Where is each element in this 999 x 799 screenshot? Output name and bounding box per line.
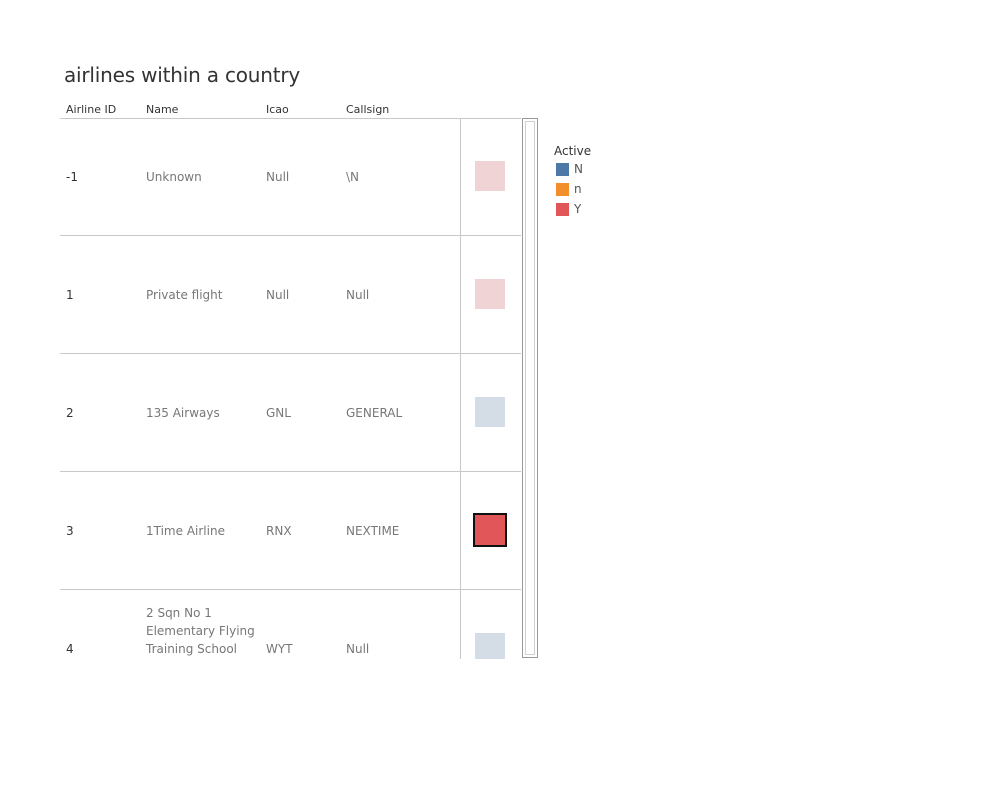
table-row[interactable]: 3 1Time Airline RNX NEXTIME bbox=[60, 472, 521, 590]
cell-airline-id: 3 bbox=[66, 524, 74, 538]
active-mark[interactable] bbox=[475, 279, 505, 309]
cell-callsign: GENERAL bbox=[346, 406, 403, 420]
mark-column-divider bbox=[460, 118, 461, 659]
table-row[interactable]: 2 135 Airways GNL GENERAL bbox=[60, 354, 521, 472]
legend-label: n bbox=[574, 182, 582, 196]
header-icao[interactable]: Icao bbox=[266, 103, 289, 116]
scrollbar-thumb[interactable] bbox=[525, 121, 535, 655]
header-airline-id[interactable]: Airline ID bbox=[66, 103, 117, 116]
active-mark[interactable] bbox=[475, 633, 505, 659]
cell-name: Unknown bbox=[146, 170, 202, 184]
active-mark[interactable] bbox=[475, 397, 505, 427]
cell-icao: GNL bbox=[266, 406, 291, 420]
header-name[interactable]: Name bbox=[146, 103, 179, 116]
cell-callsign: Null bbox=[346, 642, 370, 656]
active-mark[interactable] bbox=[473, 513, 507, 547]
cell-icao: WYT bbox=[266, 642, 293, 656]
header-callsign[interactable]: Callsign bbox=[346, 103, 390, 116]
legend-label: N bbox=[574, 162, 583, 176]
active-mark[interactable] bbox=[475, 161, 505, 191]
legend-item-y[interactable]: Y bbox=[554, 200, 591, 220]
table-row[interactable]: -1 Unknown Null \N bbox=[60, 118, 521, 236]
chart-title: airlines within a country bbox=[64, 63, 301, 87]
legend-swatch bbox=[556, 203, 569, 216]
legend-item-n-lower[interactable]: n bbox=[554, 180, 591, 200]
table-row[interactable]: 1 Private flight Null Null bbox=[60, 236, 521, 354]
vertical-scrollbar[interactable] bbox=[522, 118, 538, 658]
cell-name: 1Time Airline bbox=[146, 524, 225, 538]
cell-name: 2 Sqn No 1 Elementary Flying Training Sc… bbox=[146, 606, 255, 656]
cell-icao: Null bbox=[266, 288, 290, 302]
cell-airline-id: 1 bbox=[66, 288, 74, 302]
legend-label: Y bbox=[574, 202, 582, 216]
legend: Active N n Y bbox=[554, 144, 591, 220]
cell-airline-id: -1 bbox=[66, 170, 78, 184]
cell-airline-id: 4 bbox=[66, 642, 74, 656]
legend-swatch bbox=[556, 163, 569, 176]
data-table: -1 Unknown Null \N 1 Private flight Null Null 2 1… bbox=[60, 118, 521, 659]
legend-title: Active bbox=[554, 144, 592, 158]
cell-icao: RNX bbox=[266, 524, 292, 538]
cell-callsign: Null bbox=[346, 288, 370, 302]
cell-name: 135 Airways bbox=[146, 406, 220, 420]
table-row[interactable]: 4 2 Sqn No 1 Elementary Flying Training S… bbox=[60, 590, 521, 659]
cell-callsign: \N bbox=[346, 170, 360, 184]
cell-icao: Null bbox=[266, 170, 290, 184]
legend-swatch bbox=[556, 183, 569, 196]
cell-callsign: NEXTIME bbox=[346, 524, 400, 538]
cell-name: Private flight bbox=[146, 288, 223, 302]
header-divider bbox=[60, 118, 521, 119]
legend-item-n-upper[interactable]: N bbox=[554, 160, 591, 180]
cell-airline-id: 2 bbox=[66, 406, 74, 420]
